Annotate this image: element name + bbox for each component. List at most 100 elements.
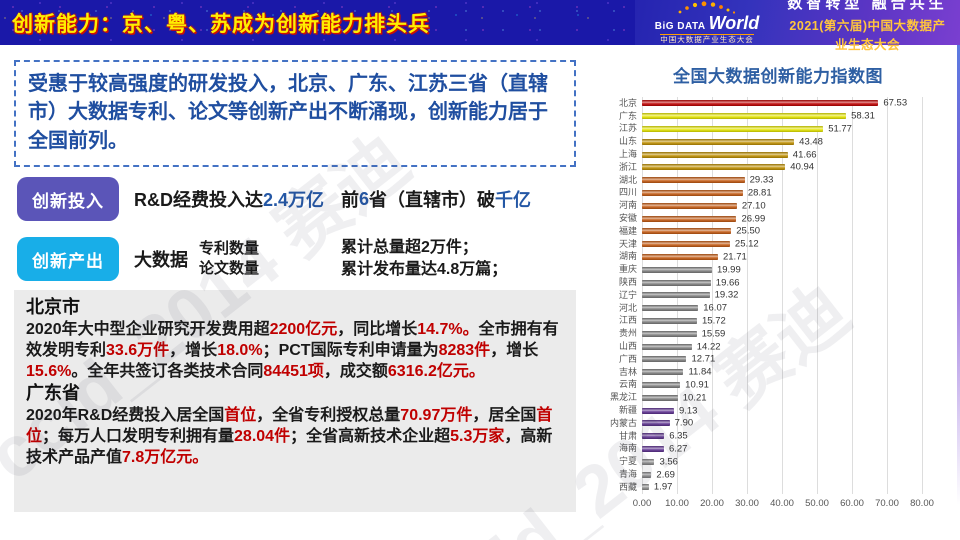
logo-text-bigdata: BiG DATA xyxy=(654,21,706,33)
chart-bar xyxy=(642,266,712,273)
chart-row: 北京 67.53 xyxy=(596,97,960,110)
chart-category-label: 广西 xyxy=(618,353,637,364)
page-title: 创新能力：京、粤、苏成为创新能力排头兵 xyxy=(12,12,430,36)
chart-value-label: 21.71 xyxy=(722,251,747,263)
highlight-value: 千亿 xyxy=(495,190,532,210)
chart-x-tick: 70.00 xyxy=(875,497,899,509)
chart-bar xyxy=(642,381,681,388)
chart-track: 14.22 xyxy=(642,340,957,353)
chart-bar xyxy=(642,253,718,260)
chart-bar xyxy=(642,215,737,222)
chart-x-tick: 20.00 xyxy=(700,497,724,509)
chart-row: 湖北 29.33 xyxy=(596,173,960,187)
logo-text-world: World xyxy=(708,13,760,34)
chart-category-label: 北京 xyxy=(618,97,637,108)
logo-subtitle: 中国大数据产业生态大会 xyxy=(660,34,754,45)
output-badge: 创新产出 xyxy=(17,237,119,281)
chart-row: 天津 25.12 xyxy=(596,237,960,251)
chart-value-label: 12.71 xyxy=(691,353,716,365)
chart-track: 28.81 xyxy=(642,186,957,200)
chart-row: 重庆 19.99 xyxy=(596,263,960,277)
chart-value-label: 15.72 xyxy=(702,315,726,327)
chart-row: 上海 41.66 xyxy=(596,148,960,161)
chart-bar xyxy=(642,445,664,452)
chart-row: 辽宁 19.32 xyxy=(596,288,960,302)
chart-category-label: 辽宁 xyxy=(618,289,637,300)
chart-bar xyxy=(642,330,697,337)
output-result-papers: 累计发布量达4.8万篇； xyxy=(341,261,508,278)
highlight-value: 84451项 xyxy=(263,362,324,380)
chart-value-label: 6.27 xyxy=(668,443,688,455)
chart-row: 宁夏 3.56 xyxy=(596,455,960,469)
chart-value-label: 28.81 xyxy=(747,187,772,199)
chart-track: 19.66 xyxy=(642,276,957,289)
highlight-value: 2200亿元 xyxy=(269,320,338,338)
chart-x-axis: 0.00 10.00 20.00 30.00 40.00 50.00 60.00 70.00 8… xyxy=(633,497,957,514)
chart-bar xyxy=(642,189,743,196)
chart-row: 广东 58.31 xyxy=(596,109,960,123)
output-label: 大数据 xyxy=(134,250,188,270)
chart-track: 16.07 xyxy=(642,301,957,315)
chart-row: 西藏 1.97 xyxy=(596,480,960,494)
chart-value-label: 40.94 xyxy=(790,161,815,173)
chart-track: 11.84 xyxy=(642,365,957,379)
chart-bar xyxy=(642,484,649,491)
chart-value-label: 27.10 xyxy=(741,200,766,212)
output-row: 创新产出 大数据 专利数量 论文数量 累计总量超2万件； 累计发布量达4.8万篇… xyxy=(14,237,580,285)
slogan-text: 数智转型 融合共生 xyxy=(787,0,948,12)
chart-track: 67.53 xyxy=(642,97,957,110)
chart-category-label: 宁夏 xyxy=(618,456,637,467)
highlight-value: 6316.2亿元。 xyxy=(387,362,485,380)
chart-track: 15.72 xyxy=(642,314,957,328)
investment-row: 创新投入 R&D经费投入达 2.4万亿 前 6 省（直辖市）破 千亿 xyxy=(14,177,580,225)
chart-bar xyxy=(642,164,786,171)
chart-category-label: 浙江 xyxy=(618,161,637,172)
chart-track: 3.56 xyxy=(642,455,957,469)
chart-value-label: 25.50 xyxy=(736,225,761,237)
highlight-value: 首位 xyxy=(224,406,257,424)
right-edge-accent xyxy=(957,45,960,505)
chart-category-label: 江西 xyxy=(618,315,637,326)
chart-category-label: 新疆 xyxy=(618,405,637,416)
chart-category-label: 湖南 xyxy=(618,251,637,262)
chart-category-label: 吉林 xyxy=(618,366,637,377)
chart-value-label: 19.66 xyxy=(715,277,740,289)
chart-value-label: 3.56 xyxy=(659,456,678,468)
chart-category-label: 山东 xyxy=(618,136,637,147)
summary-text: 受惠于较高强度的研发投入，北京、广东、江苏三省（直辖市）大数据专利、论文等创新产… xyxy=(28,73,548,152)
chart-track: 43.48 xyxy=(642,135,957,149)
chart-category-label: 江苏 xyxy=(618,123,637,134)
chart-category-label: 青海 xyxy=(618,469,637,479)
investment-badge: 创新投入 xyxy=(17,177,119,221)
chart-row: 吉林 11.84 xyxy=(596,365,960,379)
chart-row: 河南 27.10 xyxy=(596,199,960,213)
bigdata-world-logo: BiG DATA World 中国大数据产业生态大会 xyxy=(643,1,771,44)
innovation-index-chart: 全国大数据创新能力指数图 北京 67.53 广东 58.31 江苏 51.77 山东 43.4… xyxy=(596,62,960,532)
chart-category-label: 四川 xyxy=(618,187,637,198)
chart-row: 云南 10.91 xyxy=(596,378,960,392)
chart-track: 51.77 xyxy=(642,122,957,136)
chart-x-tick: 40.00 xyxy=(770,497,794,509)
header-bar: 创新能力：京、粤、苏成为创新能力排头兵 BiG DATA World 中 xyxy=(0,0,960,52)
highlight-value: 33.6万件 xyxy=(106,341,170,359)
chart-bar xyxy=(642,420,670,427)
chart-bar xyxy=(642,433,665,440)
chart-row: 山西 14.22 xyxy=(596,340,960,353)
chart-bar xyxy=(642,458,655,465)
highlight-value: 14.7%。 xyxy=(417,320,479,338)
chart-row: 河北 16.07 xyxy=(596,301,960,315)
chart-value-label: 19.32 xyxy=(714,289,739,301)
chart-category-label: 内蒙古 xyxy=(609,417,637,428)
chart-row: 青海 2.69 xyxy=(596,468,960,481)
chart-title: 全国大数据创新能力指数图 xyxy=(673,67,883,86)
chart-track: 21.71 xyxy=(642,250,957,264)
highlight-value: 18.0% xyxy=(217,341,263,359)
chart-category-label: 福建 xyxy=(618,225,637,236)
chart-bar xyxy=(642,343,692,350)
chart-value-label: 11.84 xyxy=(688,366,712,378)
chart-row: 安徽 26.99 xyxy=(596,212,960,225)
output-item-papers: 论文数量 xyxy=(199,260,260,277)
chart-bar xyxy=(642,292,710,299)
chart-track: 19.32 xyxy=(642,288,957,302)
